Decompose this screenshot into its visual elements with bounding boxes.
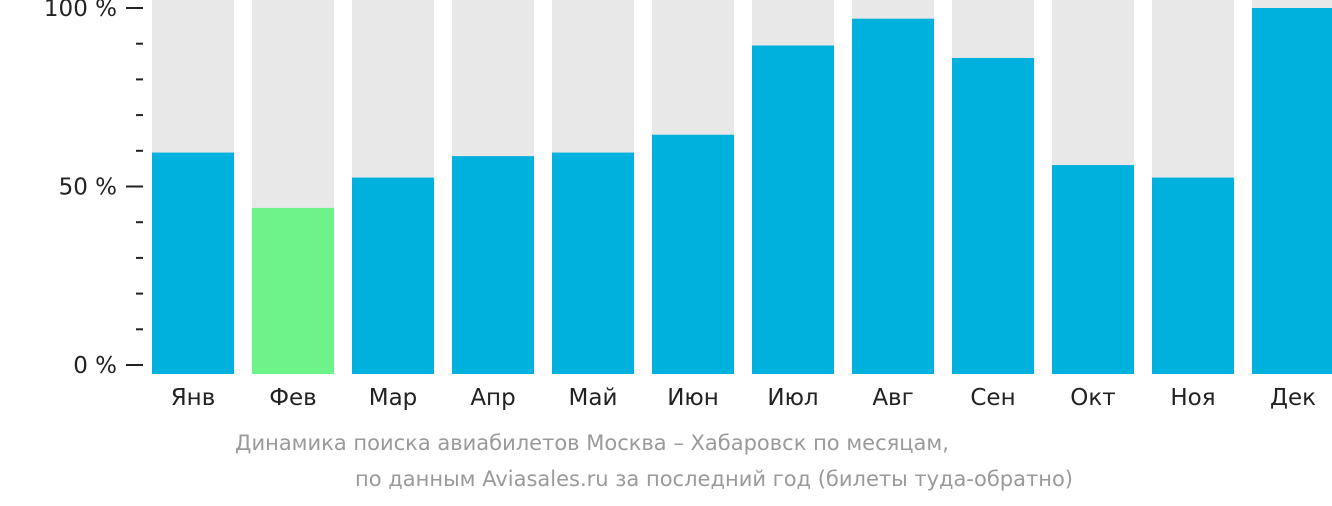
x-tick-label-month-10: Окт (1070, 385, 1115, 411)
bar-month-8 (852, 18, 934, 375)
x-tick-label-month-3: Мар (369, 385, 418, 411)
y-tick-label-0: 0 % (73, 353, 117, 379)
chart-caption-line-1: Динамика поиска авиабилетов Москва – Хаб… (235, 431, 949, 455)
x-tick-label-month-11: Ноя (1170, 385, 1215, 411)
bar-month-5 (552, 152, 634, 374)
x-tick-label-month-12: Дек (1270, 385, 1316, 411)
bar-month-4 (452, 156, 534, 374)
x-tick-label-month-5: Май (569, 385, 618, 411)
x-tick-label-month-4: Апр (470, 385, 515, 411)
chart-caption-line-2: по данным Aviasales.ru за последний год … (355, 467, 1073, 491)
bar-month-7 (752, 45, 834, 375)
bar-month-12 (1252, 8, 1332, 374)
bar-month-3 (352, 177, 434, 374)
bar-month-11 (1152, 177, 1234, 374)
y-tick-label-50: 50 % (59, 175, 117, 201)
bar-month-2 (252, 207, 334, 374)
x-tick-label-month-9: Сен (970, 385, 1015, 411)
x-tick-label-month-8: Авг (872, 385, 913, 411)
bar-month-9 (952, 57, 1034, 374)
x-tick-label-month-6: Июн (667, 385, 719, 411)
bar-month-10 (1052, 165, 1134, 374)
y-tick-label-100: 100 % (44, 0, 117, 22)
bar-month-1 (152, 152, 234, 374)
y-axis: 0 % 50 % 100 % (44, 0, 143, 379)
value-bars (152, 8, 1332, 375)
x-axis-labels: Янв Фев Мар Апр Май Июн Июл Авг Сен Окт Ноя Дек (171, 385, 1316, 411)
bar-month-6 (652, 134, 734, 374)
x-tick-label-month-7: Июл (767, 385, 818, 411)
x-tick-label-month-2: Фев (269, 385, 317, 411)
x-tick-label-month-1: Янв (171, 385, 216, 411)
